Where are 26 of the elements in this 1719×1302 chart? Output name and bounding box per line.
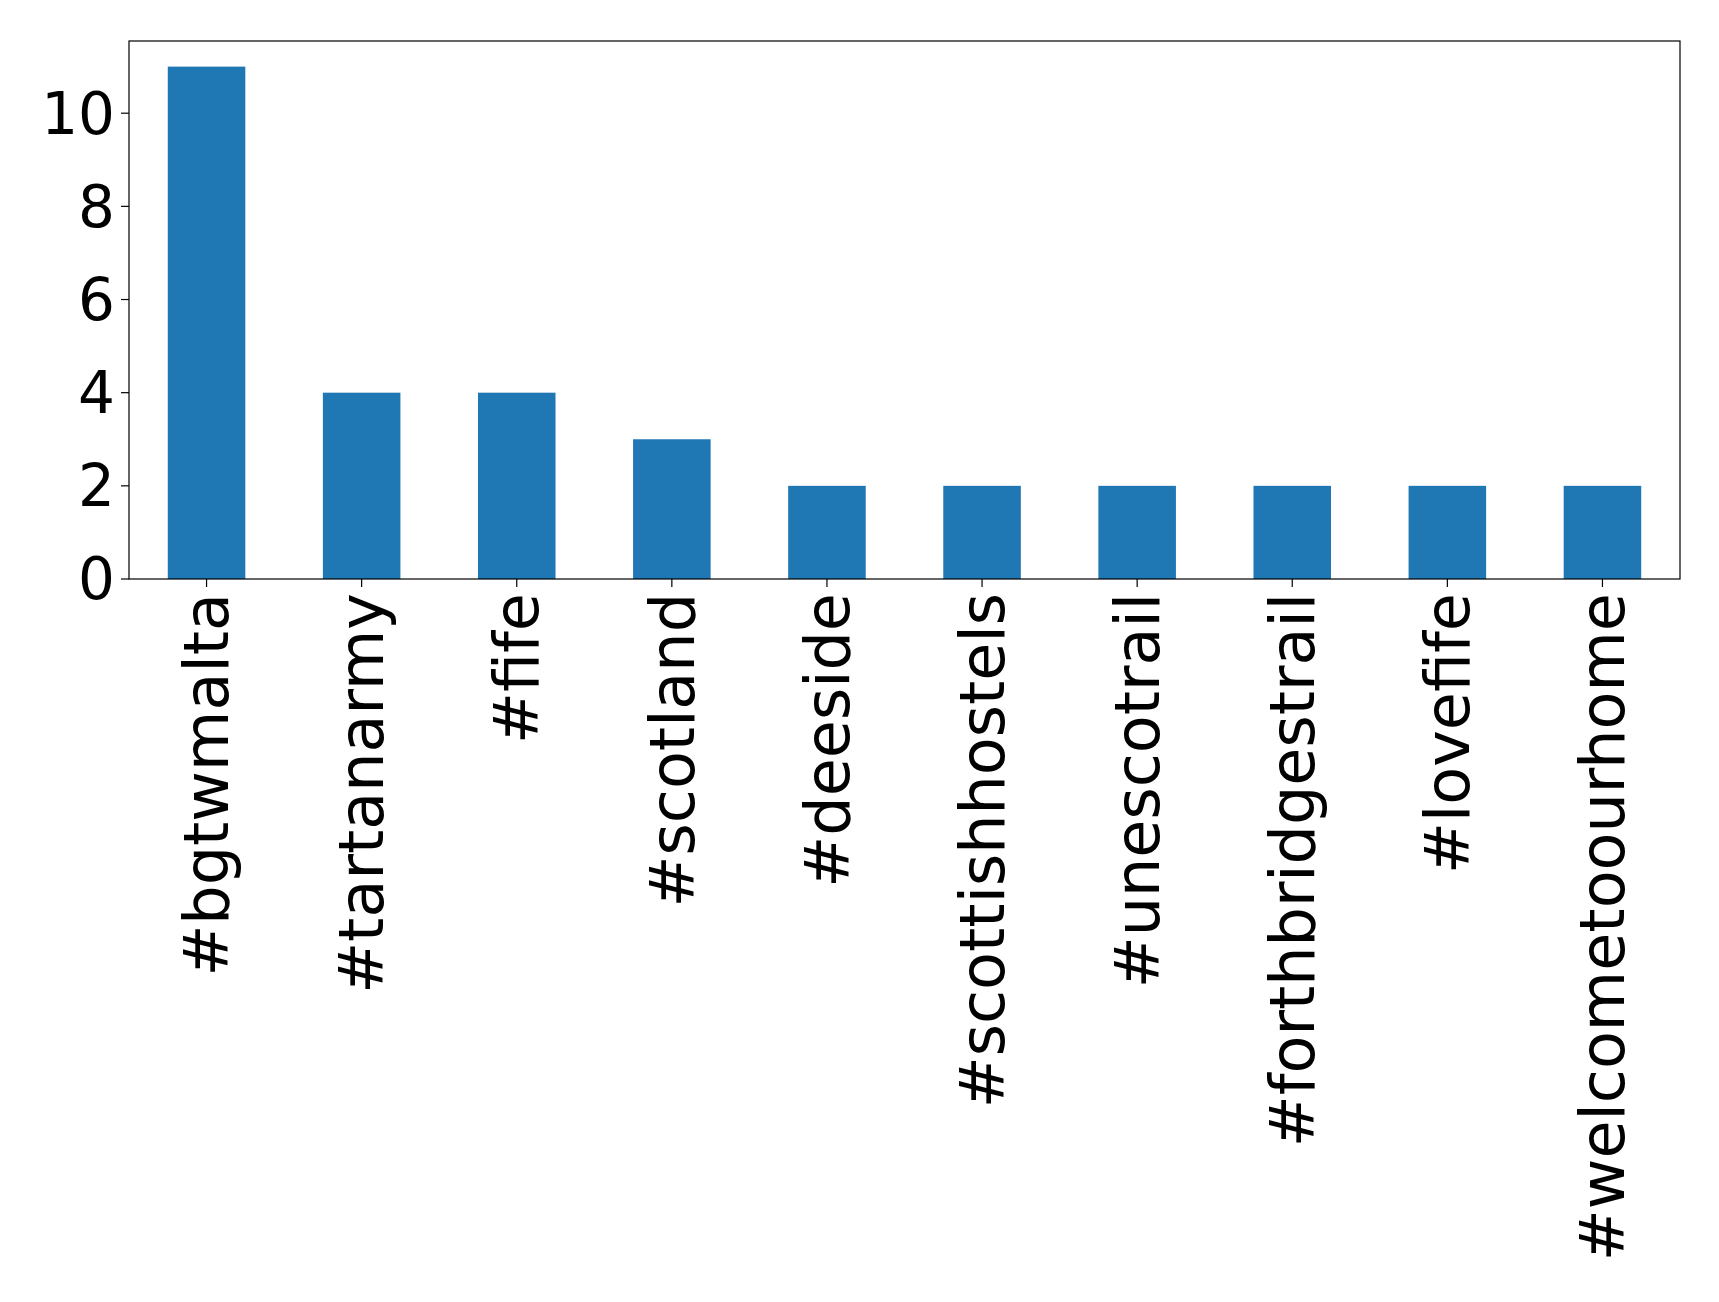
x-tick-label: #tartanarmy: [325, 593, 399, 994]
y-tick-label: 2: [78, 452, 115, 521]
x-tick-label: #welcometoourhome: [1566, 593, 1640, 1262]
bar: [167, 66, 246, 579]
y-tick-label: 4: [78, 358, 115, 427]
bar: [477, 392, 556, 579]
y-tick-label: 10: [41, 79, 115, 148]
x-tick-label: #unescotrail: [1100, 593, 1174, 989]
bar: [322, 392, 401, 579]
x-tick-label: #deeside: [790, 593, 864, 888]
bar: [943, 485, 1021, 579]
y-tick-label: 8: [78, 172, 115, 241]
x-tick-label: #fife: [480, 593, 554, 744]
bar: [788, 485, 866, 579]
y-tick-label: 6: [78, 265, 115, 334]
bar: [1563, 485, 1642, 579]
x-tick-label: #scotland: [635, 593, 709, 908]
x-tick-label: #bgtwmalta: [170, 593, 244, 977]
bar: [1253, 485, 1332, 579]
bar: [1408, 485, 1487, 579]
bar: [633, 439, 711, 579]
x-tick-label: #scottishhostels: [945, 593, 1019, 1109]
x-tick-label: #lovefife: [1411, 593, 1485, 874]
bar: [1098, 485, 1176, 579]
x-tick-label: #forthbridgestrail: [1255, 593, 1329, 1148]
y-tick-label: 0: [78, 545, 115, 614]
